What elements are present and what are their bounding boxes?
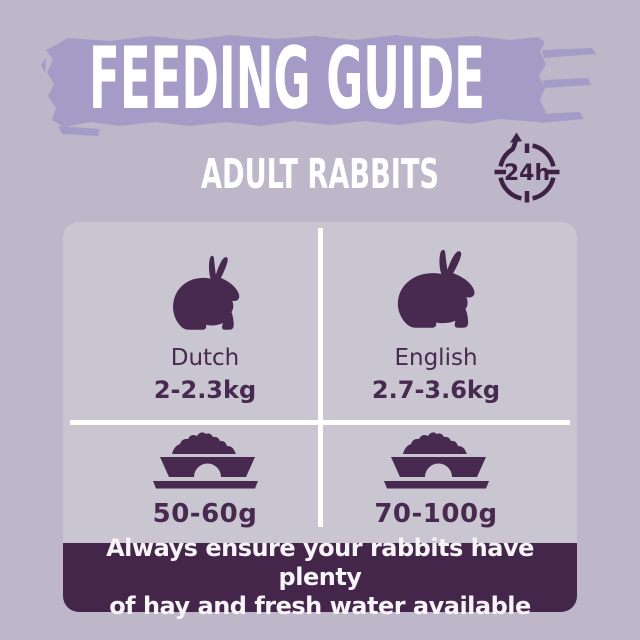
subtitle-text: ADULT RABBITS — [201, 150, 439, 198]
footer-note-line1: Always ensure your rabbits have plenty — [106, 534, 534, 591]
horizontal-divider — [70, 420, 570, 425]
clock-24h-label: 24h — [504, 161, 550, 186]
vertical-divider — [318, 228, 323, 527]
daily-amount: 70-100g — [374, 499, 498, 529]
footer-note-line2: of hay and fresh water available — [109, 592, 531, 620]
rabbit-icon — [397, 249, 475, 328]
page-subtitle: ADULT RABBITS — [201, 150, 439, 198]
daily-amount: 50-60g — [152, 499, 258, 529]
weight-range: 2-2.3kg — [153, 376, 257, 404]
weight-range: 2.7-3.6kg — [371, 376, 501, 404]
food-bowl-icon — [384, 432, 489, 489]
title-banner: FEEDING GUIDE — [41, 29, 596, 136]
page-title: FEEDING GUIDE — [89, 29, 485, 129]
breed-label: English — [394, 345, 478, 371]
clock-arrow-head — [510, 132, 522, 143]
24h-clock-icon: 24h — [494, 132, 560, 203]
rabbit-icon — [173, 255, 240, 330]
food-bowl-icon — [153, 432, 258, 489]
breed-label: Dutch — [170, 345, 240, 371]
footer-note-banner: Always ensure your rabbits have plenty o… — [63, 534, 577, 620]
brush-stroke-background — [41, 35, 596, 136]
